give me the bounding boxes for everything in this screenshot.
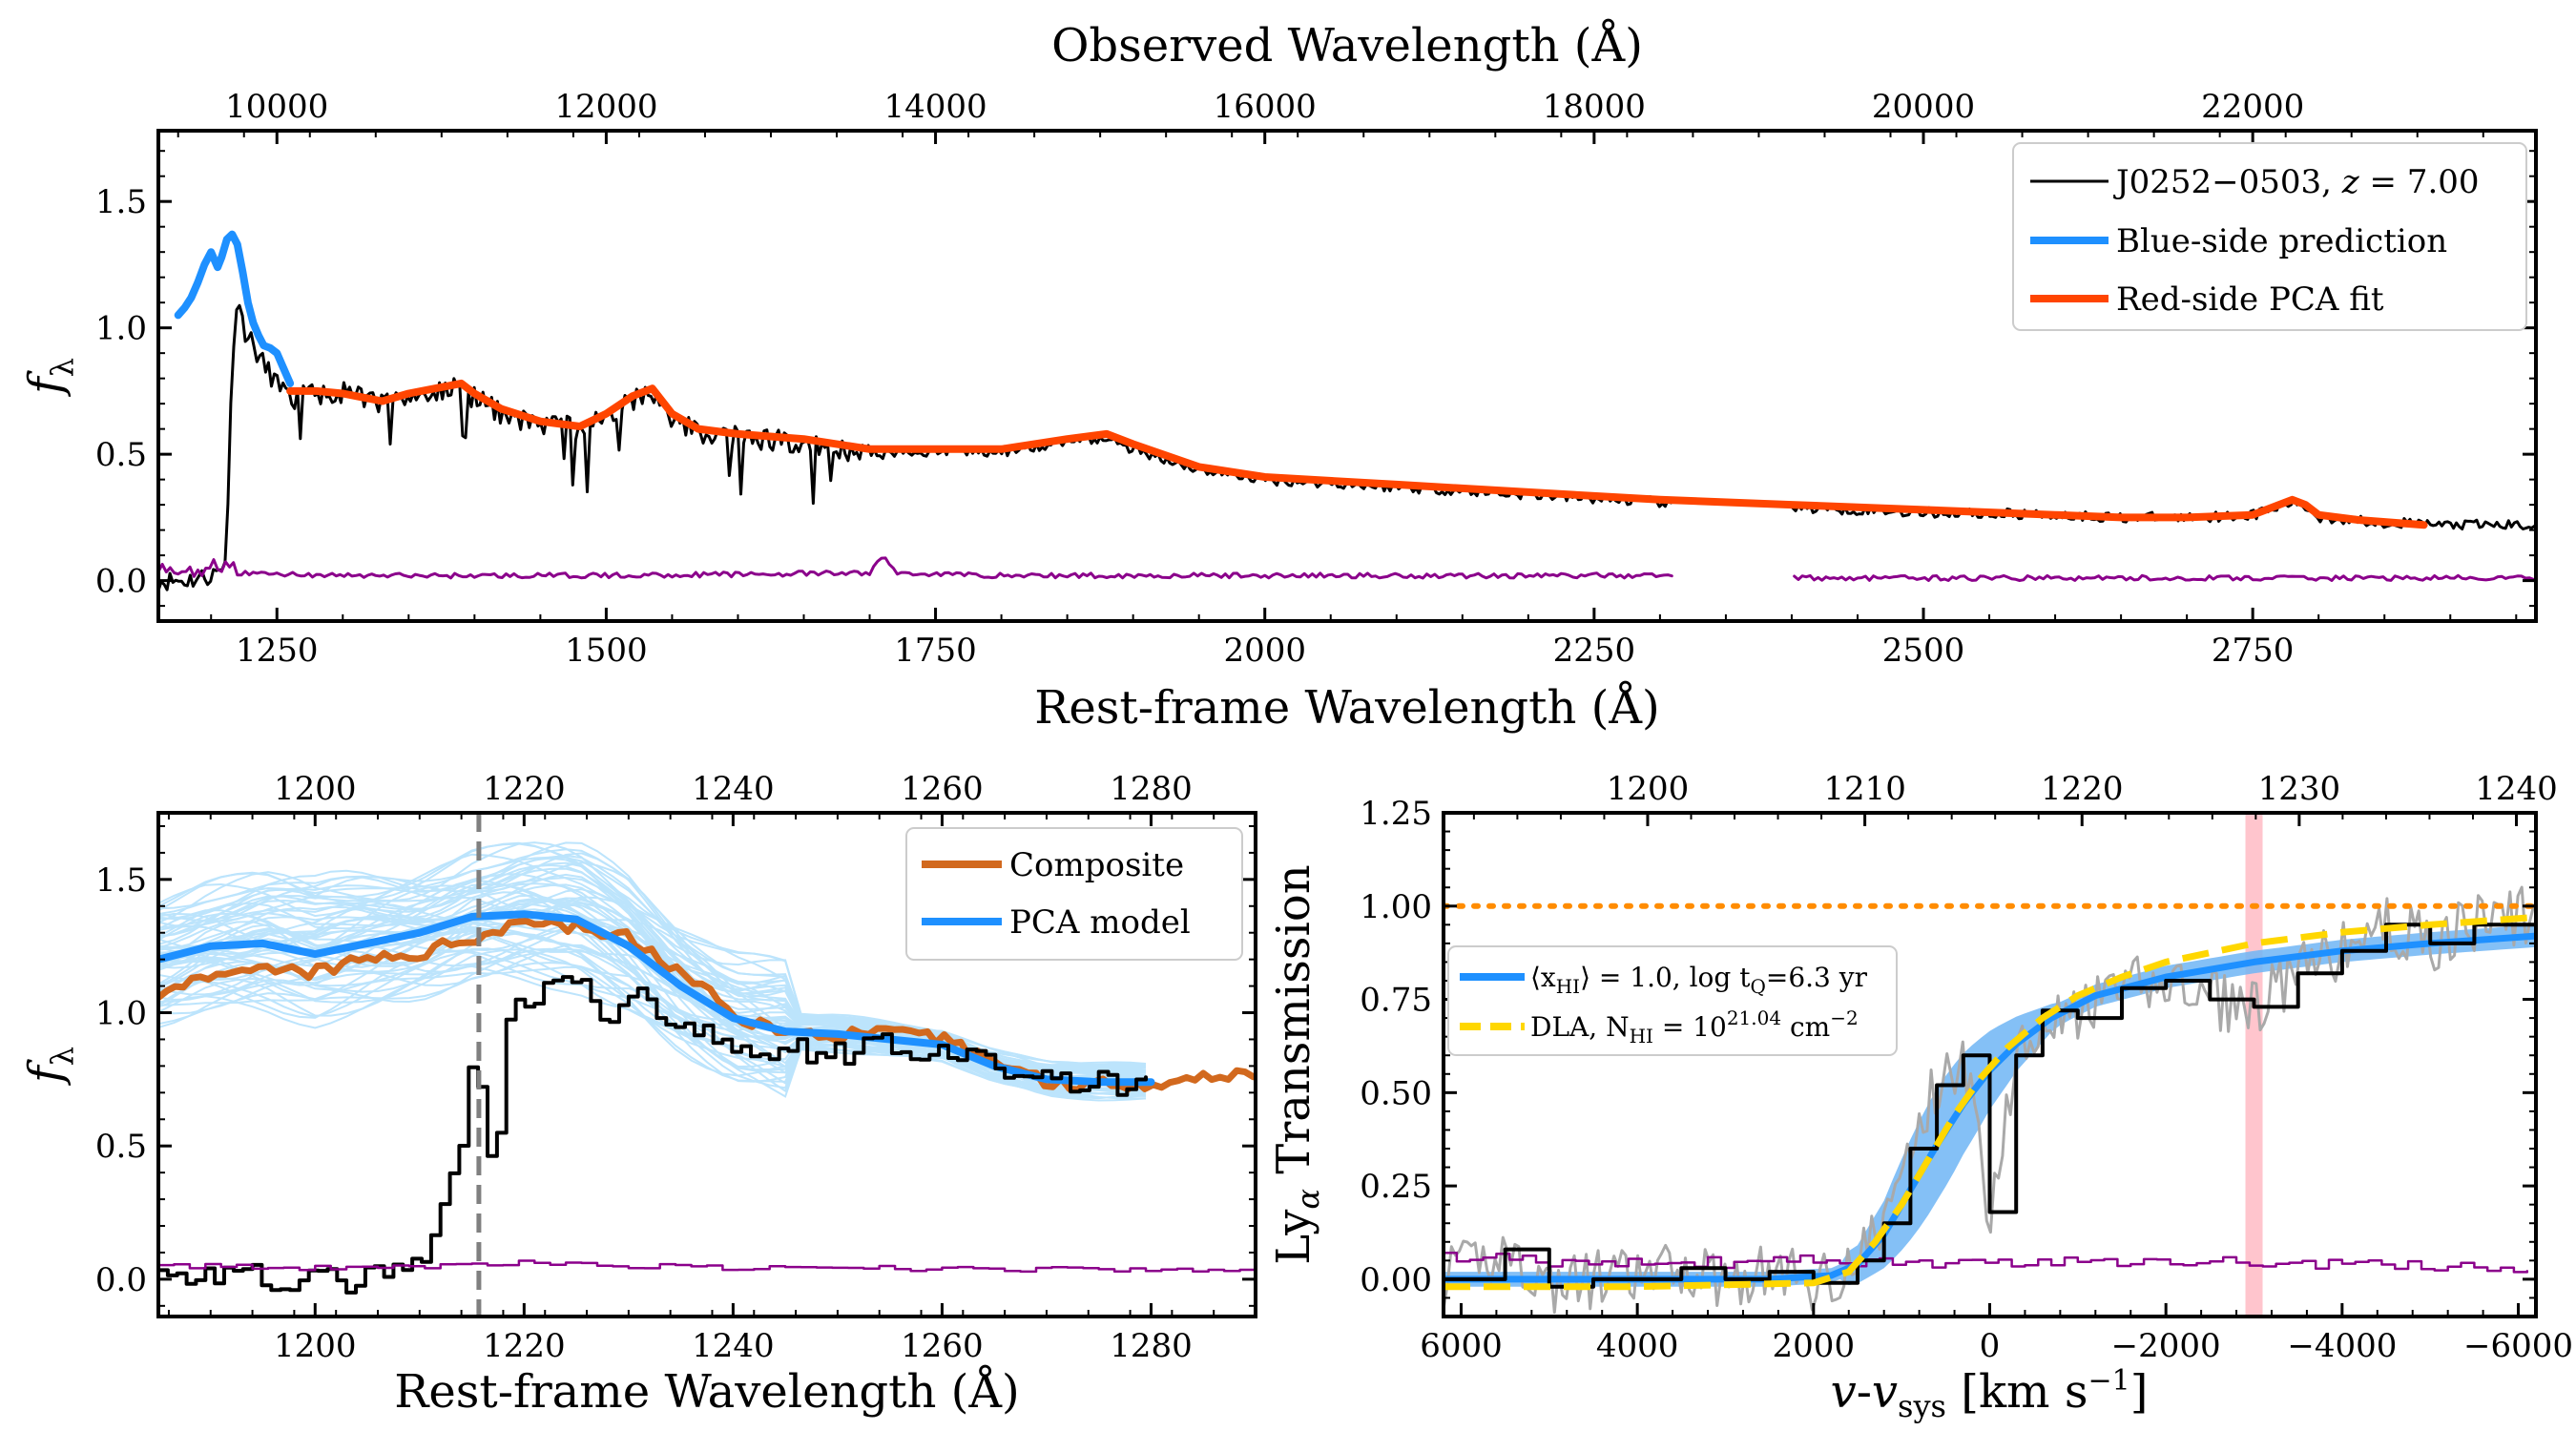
left-pca-draw-line bbox=[158, 853, 1147, 1074]
top-x2tick-label: 18000 bbox=[1543, 88, 1646, 126]
left-ytick-label: 1.5 bbox=[95, 861, 147, 900]
right-x2tick-label: 1230 bbox=[2258, 770, 2341, 808]
left-x2tick-label: 1220 bbox=[483, 770, 566, 808]
top-ylabel: fλ bbox=[19, 358, 80, 397]
left-panel: 1200 1220 1240 1260 1280 1200 1220 1240 1260 1280… bbox=[19, 770, 1257, 1419]
right-legend-model-label: ⟨xHI⟩ = 1.0, log tQ=6.3 yr bbox=[1530, 962, 1868, 998]
top-plot-area bbox=[158, 230, 2536, 592]
top-ytick-label: 0.0 bbox=[95, 563, 147, 601]
left-ytick-label: 0.5 bbox=[95, 1128, 147, 1166]
right-binned-line bbox=[1444, 911, 2536, 1289]
right-legend-dla-label: DLA, NHI = 1021.04 cm−2 bbox=[1530, 1006, 1859, 1047]
left-xtick-label: 1240 bbox=[692, 1327, 775, 1365]
left-x2tick-label: 1280 bbox=[1110, 770, 1193, 808]
left-legend-composite-label: Composite bbox=[1009, 846, 1184, 884]
left-legend-pca-label: PCA model bbox=[1009, 903, 1191, 942]
top-noise-line bbox=[158, 556, 1673, 580]
top-ytick-label: 0.5 bbox=[95, 436, 147, 474]
top-x2tick-label: 14000 bbox=[883, 88, 987, 126]
right-dla-line bbox=[1444, 914, 2536, 1291]
left-legend: Composite PCA model bbox=[905, 827, 1243, 961]
top-x2tick-label: 12000 bbox=[554, 88, 657, 126]
top-xtick-label: 2500 bbox=[1882, 632, 1965, 670]
right-highlight-band bbox=[2245, 813, 2263, 1317]
left-ticks: 1200 1220 1240 1260 1280 1200 1220 1240 1260 1280… bbox=[95, 770, 1257, 1365]
right-x2tick-label: 1200 bbox=[1607, 770, 1690, 808]
right-xtick-label: 6000 bbox=[1420, 1327, 1503, 1365]
top-panel-frame bbox=[156, 129, 2538, 623]
right-unbinned-line bbox=[1444, 885, 2536, 1315]
right-x2tick-label: 1220 bbox=[2041, 770, 2124, 808]
left-ylabel: fλ bbox=[19, 1047, 80, 1086]
left-observed-line bbox=[158, 975, 1148, 1295]
left-xlabel: Rest-frame Wavelength (Å) bbox=[394, 1364, 1019, 1419]
left-ytick-label: 0.0 bbox=[95, 1261, 147, 1299]
right-ytick-label: 1.00 bbox=[1360, 888, 1432, 926]
top-xtick-label: 1500 bbox=[565, 632, 648, 670]
right-legend-box bbox=[1447, 945, 1898, 1056]
right-xtick-label: −2000 bbox=[2111, 1327, 2221, 1365]
right-xtick-label: 4000 bbox=[1596, 1327, 1679, 1365]
top-xtick-label: 2000 bbox=[1223, 632, 1306, 670]
top-xtick-label: 1750 bbox=[894, 632, 977, 670]
right-noise-line bbox=[1444, 1252, 2529, 1274]
left-xtick-label: 1200 bbox=[274, 1327, 357, 1365]
left-xtick-label: 1280 bbox=[1110, 1327, 1193, 1365]
top-blue-side-prediction-line bbox=[174, 230, 295, 387]
top-xtick-label: 2750 bbox=[2212, 632, 2295, 670]
left-xtick-label: 1220 bbox=[483, 1327, 566, 1365]
left-pca-draw-line bbox=[158, 944, 1147, 1092]
top-xtick-label: 2250 bbox=[1553, 632, 1636, 670]
top-legend-box bbox=[2012, 142, 2527, 331]
top-legend-blue-label: Blue-side prediction bbox=[2116, 222, 2447, 260]
right-ytick-label: 0.25 bbox=[1360, 1168, 1432, 1206]
top-legend-red-label: Red-side PCA fit bbox=[2116, 280, 2384, 319]
right-legend: ⟨xHI⟩ = 1.0, log tQ=6.3 yr DLA, NHI = 10… bbox=[1447, 945, 1898, 1056]
top-legend: J0252−0503, z = 7.00 Blue-side predictio… bbox=[2012, 142, 2527, 331]
left-ytick-label: 1.0 bbox=[95, 995, 147, 1033]
right-ytick-label: 0.50 bbox=[1360, 1074, 1432, 1112]
right-x2tick-label: 1210 bbox=[1823, 770, 1906, 808]
top-x2tick-label: 22000 bbox=[2201, 88, 2304, 126]
right-xtick-label: −6000 bbox=[2463, 1327, 2573, 1365]
top-panel: 1250 1500 1750 2000 2250 2500 2750 10000 12000 14… bbox=[19, 18, 2538, 735]
left-pca-model-line bbox=[158, 910, 1155, 1087]
left-pca-draw-line bbox=[158, 950, 1147, 1099]
top-rest-axis-title: Rest-frame Wavelength (Å) bbox=[1034, 680, 1659, 735]
right-plot-area bbox=[1444, 813, 2536, 1317]
left-xtick-label: 1260 bbox=[901, 1327, 984, 1365]
top-x2tick-label: 10000 bbox=[225, 88, 328, 126]
top-x2tick-label: 16000 bbox=[1214, 88, 1317, 126]
right-ytick-label: 0.00 bbox=[1360, 1261, 1432, 1299]
right-panel: 6000 4000 2000 0 −2000 −4000 −6000 1200 1210 1220… bbox=[1267, 770, 2573, 1424]
top-ytick-label: 1.0 bbox=[95, 310, 147, 348]
top-legend-spectrum-label: J0252−0503, z = 7.00 bbox=[2113, 163, 2480, 201]
right-ytick-label: 1.25 bbox=[1360, 795, 1432, 833]
top-xtick-label: 1250 bbox=[236, 632, 319, 670]
left-pca-draw-line bbox=[158, 965, 1147, 1095]
top-x2tick-label: 20000 bbox=[1872, 88, 1975, 126]
top-red-side-pca-line bbox=[286, 379, 2428, 529]
right-ticks: 6000 4000 2000 0 −2000 −4000 −6000 1200 1210 1220… bbox=[1360, 770, 2573, 1365]
right-xtick-label: 0 bbox=[1980, 1327, 2001, 1365]
right-xtick-label: −4000 bbox=[2287, 1327, 2397, 1365]
right-damping-model-line bbox=[1444, 932, 2536, 1283]
left-x2tick-label: 1200 bbox=[274, 770, 357, 808]
right-ytick-label: 0.75 bbox=[1360, 982, 1432, 1020]
left-panel-frame bbox=[156, 811, 1257, 1318]
top-ytick-label: 1.5 bbox=[95, 183, 147, 221]
left-x2tick-label: 1240 bbox=[692, 770, 775, 808]
right-x2tick-label: 1240 bbox=[2475, 770, 2558, 808]
right-xlabel: v-vsys [km s−1] bbox=[1831, 1364, 2149, 1424]
top-observed-axis-title: Observed Wavelength (Å) bbox=[1051, 18, 1643, 73]
right-xtick-label: 2000 bbox=[1773, 1327, 1856, 1365]
left-plot-area bbox=[158, 813, 1256, 1317]
left-noise-line bbox=[158, 1259, 1256, 1275]
left-x2tick-label: 1260 bbox=[901, 770, 984, 808]
top-ticks: 1250 1500 1750 2000 2250 2500 2750 10000 12000 14… bbox=[95, 88, 2536, 670]
right-ylabel: Lyα Transmission bbox=[1267, 864, 1326, 1264]
top-noise-line-segment-1 bbox=[1793, 573, 2535, 582]
